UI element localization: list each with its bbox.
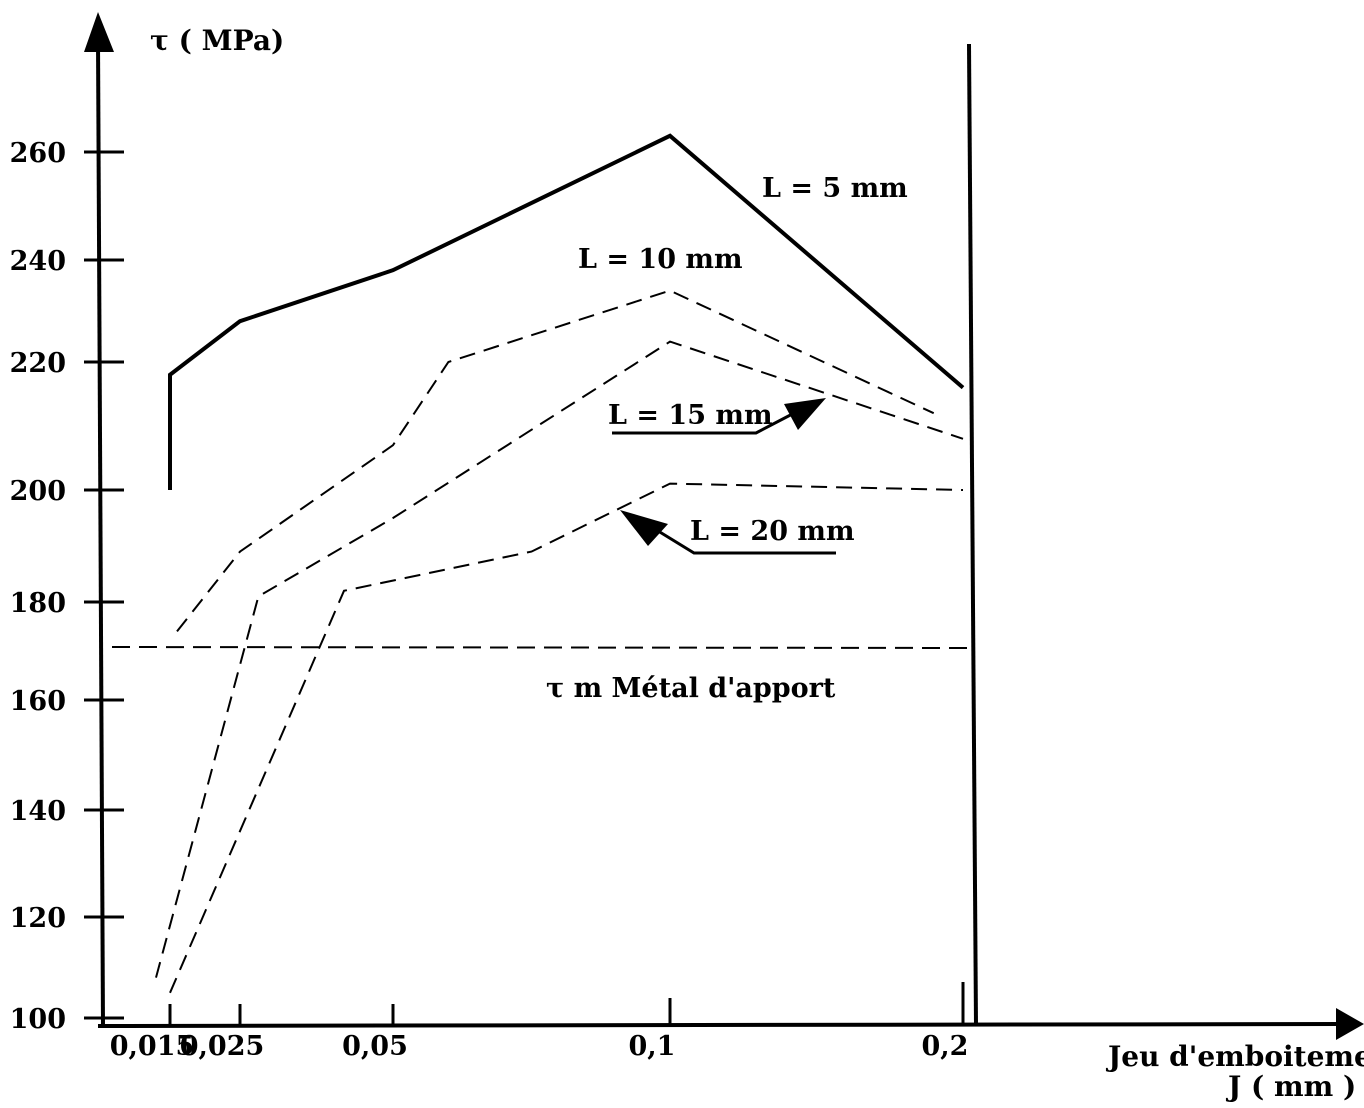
x-tick-label: 0,05: [342, 1031, 408, 1062]
y-tick-label: 220: [10, 348, 66, 379]
y-tick-label: 200: [10, 476, 66, 507]
y-axis-arrow-icon: [84, 12, 114, 52]
series-line-3: [155, 340, 964, 978]
y-tick-label: 180: [10, 588, 66, 619]
series-lines: [111, 133, 973, 994]
x-axis-line: [97, 1022, 1341, 1028]
y-axis-line: [96, 39, 105, 1029]
x-axis-arrow-icon: [1336, 1008, 1364, 1040]
vertical-limit-line: [967, 43, 978, 1027]
series-label-l5: L = 5 mm: [762, 173, 908, 204]
y-tick-label: 240: [10, 246, 66, 277]
y-tick-label: 160: [10, 686, 66, 717]
series-label-l10: L = 10 mm: [578, 244, 743, 275]
leader-l15: [612, 408, 801, 435]
leader-l20: [649, 524, 836, 555]
y-tick-label: 120: [10, 903, 66, 934]
x-axis-title: Jeu d'emboitement: [1105, 1040, 1364, 1073]
series-label-l20: L = 20 mm: [690, 516, 855, 547]
x-tick-label: 0,025: [180, 1031, 265, 1062]
arrow-l20-icon: [620, 510, 668, 546]
series-line-2: [176, 289, 935, 633]
y-tick-label: 140: [10, 796, 66, 827]
x-tick-label: 0,2: [922, 1031, 969, 1062]
reference-line: [111, 646, 973, 649]
x-tick-label: 0,015: [110, 1031, 195, 1062]
x-axis-unit: J ( mm ): [1225, 1070, 1356, 1103]
x-tick-label: 0,1: [629, 1031, 676, 1062]
y-tick-label: 100: [10, 1004, 66, 1035]
arrow-l15-icon: [784, 398, 826, 430]
series-line-4: [169, 482, 964, 994]
y-tick-label: 260: [10, 138, 66, 169]
series-line-1: [168, 133, 965, 490]
labels: τ ( MPa) Jeu d'emboitement J ( mm ) τ m …: [150, 24, 1364, 1103]
series-label-l15: L = 15 mm: [608, 400, 773, 431]
reference-line-label: τ m Métal d'apport: [546, 673, 836, 704]
y-axis-title: τ ( MPa): [150, 24, 284, 57]
